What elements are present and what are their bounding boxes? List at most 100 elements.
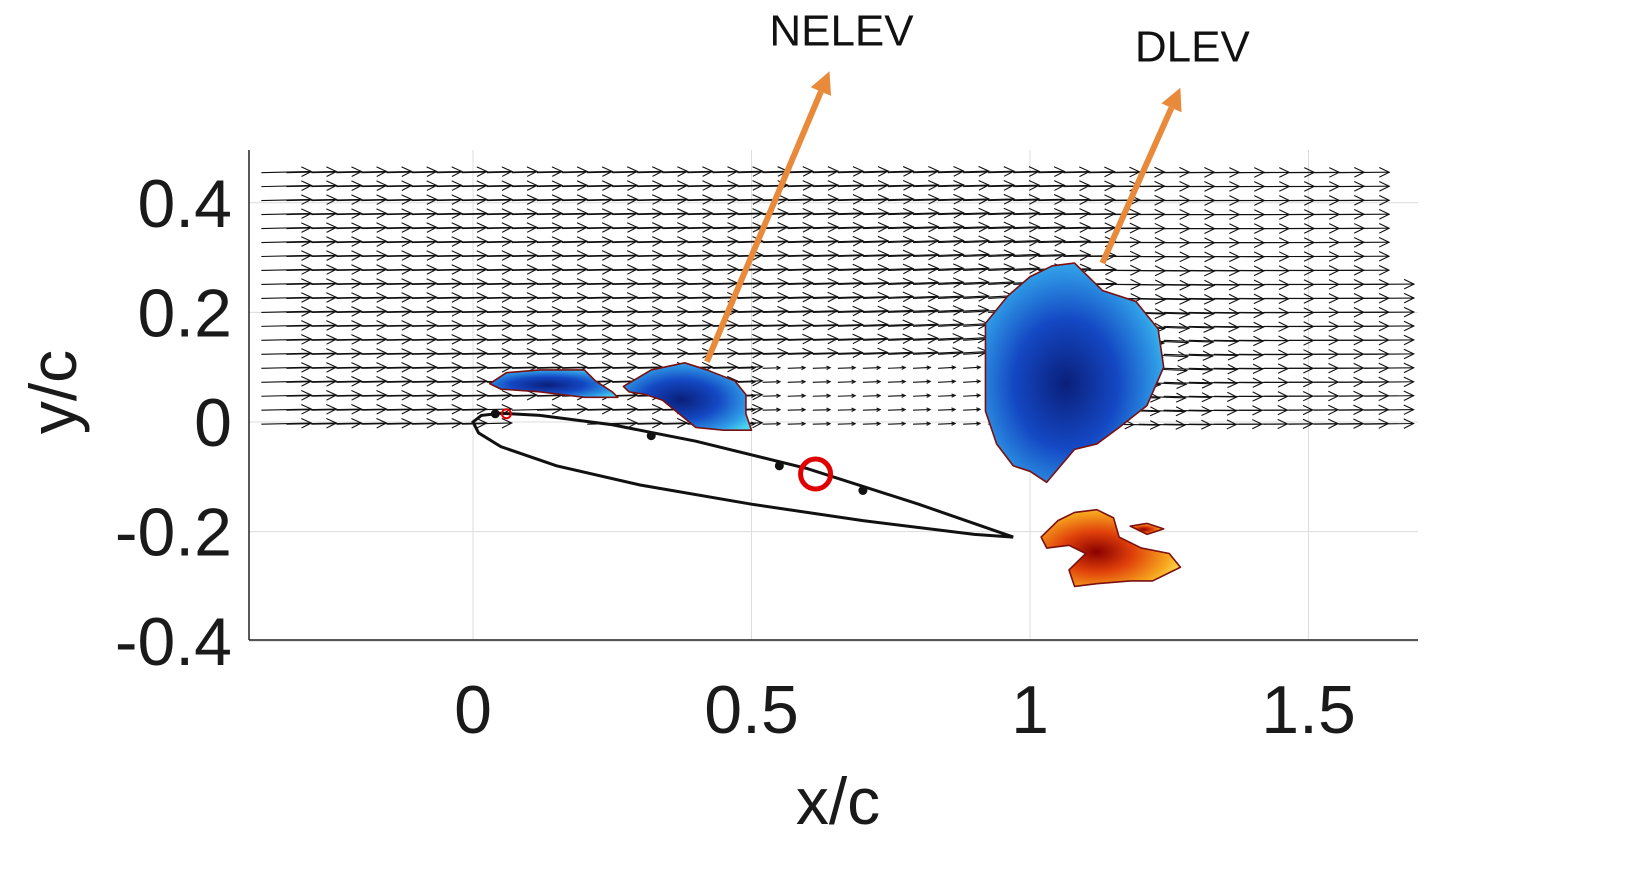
vector-head (426, 236, 438, 247)
velocity-vector (486, 348, 539, 359)
vector-shaft (938, 267, 989, 272)
vector-shaft (637, 170, 688, 174)
velocity-vector (1163, 350, 1214, 361)
vector-head (526, 292, 539, 303)
vector-head (376, 320, 388, 331)
velocity-vector (787, 235, 840, 247)
vector-head (978, 235, 991, 247)
vector-head (677, 278, 689, 289)
vector-head (601, 403, 614, 415)
velocity-vector (311, 292, 363, 303)
velocity-vector (411, 334, 463, 345)
vector-shaft (511, 198, 563, 202)
vector-head (801, 379, 807, 385)
vector-head (476, 264, 489, 275)
vector-shaft (562, 296, 613, 299)
vector-head (953, 179, 965, 191)
vector-head (777, 291, 789, 303)
velocity-vector (361, 166, 413, 177)
vector-head (777, 222, 789, 233)
vector-head (501, 389, 514, 401)
vector-head (852, 194, 865, 205)
velocity-vector (311, 390, 363, 401)
vector-shaft (787, 184, 838, 188)
vector-shaft (913, 366, 931, 369)
vector-shaft (687, 226, 738, 230)
vector-shaft (637, 296, 688, 299)
velocity-vector (887, 166, 940, 177)
vector-head (952, 305, 965, 316)
vector-shaft (537, 324, 587, 327)
y-tick-label: 0 (194, 385, 232, 461)
vector-shaft (988, 184, 1040, 188)
vector-head (526, 389, 539, 401)
velocity-vector (762, 305, 814, 317)
velocity-vector (562, 208, 614, 219)
velocity-vector (386, 362, 438, 373)
vector-head (1079, 222, 1092, 233)
vector-shaft (311, 170, 362, 174)
velocity-vector (938, 407, 957, 412)
velocity-vector (762, 194, 815, 205)
vector-head (751, 365, 757, 371)
velocity-vector (887, 277, 940, 289)
velocity-vector (436, 292, 489, 303)
vector-head (802, 347, 814, 359)
vector-shaft (837, 323, 888, 327)
vector-shaft (336, 310, 387, 313)
vector-shaft (963, 366, 981, 369)
vector-shaft (1013, 212, 1065, 216)
velocity-vector (837, 180, 890, 191)
vector-head (727, 319, 739, 331)
vector-head (326, 166, 338, 177)
vector-head (1054, 207, 1066, 219)
vector-shaft (511, 338, 562, 341)
velocity-vector (361, 403, 413, 415)
velocity-vector (812, 393, 832, 399)
vector-head (751, 393, 757, 399)
vector-head (1179, 294, 1191, 305)
vector-head (426, 278, 438, 289)
vector-shaft (913, 323, 963, 327)
vector-head (526, 348, 539, 359)
vector-head (476, 306, 488, 317)
vector-head (677, 250, 689, 261)
velocity-vector (587, 166, 639, 177)
velocity-vector (336, 390, 388, 401)
velocity-vector (461, 292, 514, 303)
vector-head (1079, 249, 1092, 261)
vector-shaft (411, 352, 462, 355)
vector-shaft (486, 310, 537, 313)
vector-head (551, 403, 564, 415)
velocity-vector (461, 278, 514, 289)
vector-shaft (988, 198, 1040, 202)
vector-head (301, 348, 313, 359)
vector-shaft (862, 226, 914, 230)
vector-shaft (286, 422, 337, 425)
vector-head (827, 347, 839, 359)
vector-head (801, 407, 807, 413)
vector-shaft (637, 338, 688, 341)
vector-shaft (261, 310, 312, 313)
vector-head (376, 180, 388, 191)
vector-head (1104, 208, 1117, 220)
vector-shaft (737, 254, 788, 258)
velocity-vector (1339, 167, 1391, 178)
vector-head (626, 208, 639, 219)
velocity-vector (787, 166, 840, 177)
x-axis-label: x/c (796, 764, 880, 838)
vector-shaft (637, 268, 688, 272)
velocity-vector (938, 249, 990, 261)
vorticity-region-NELEV-upper-right (622, 362, 753, 432)
velocity-vector (511, 320, 564, 331)
velocity-vector (963, 193, 1016, 205)
velocity-vector (887, 235, 940, 247)
vector-head (576, 348, 589, 359)
velocity-vector (537, 208, 589, 219)
vector-head (476, 194, 489, 205)
vector-head (601, 222, 614, 233)
vector-shaft (1038, 226, 1090, 230)
vector-head (426, 194, 438, 205)
velocity-vector (386, 417, 438, 429)
velocity-vector (386, 292, 438, 303)
